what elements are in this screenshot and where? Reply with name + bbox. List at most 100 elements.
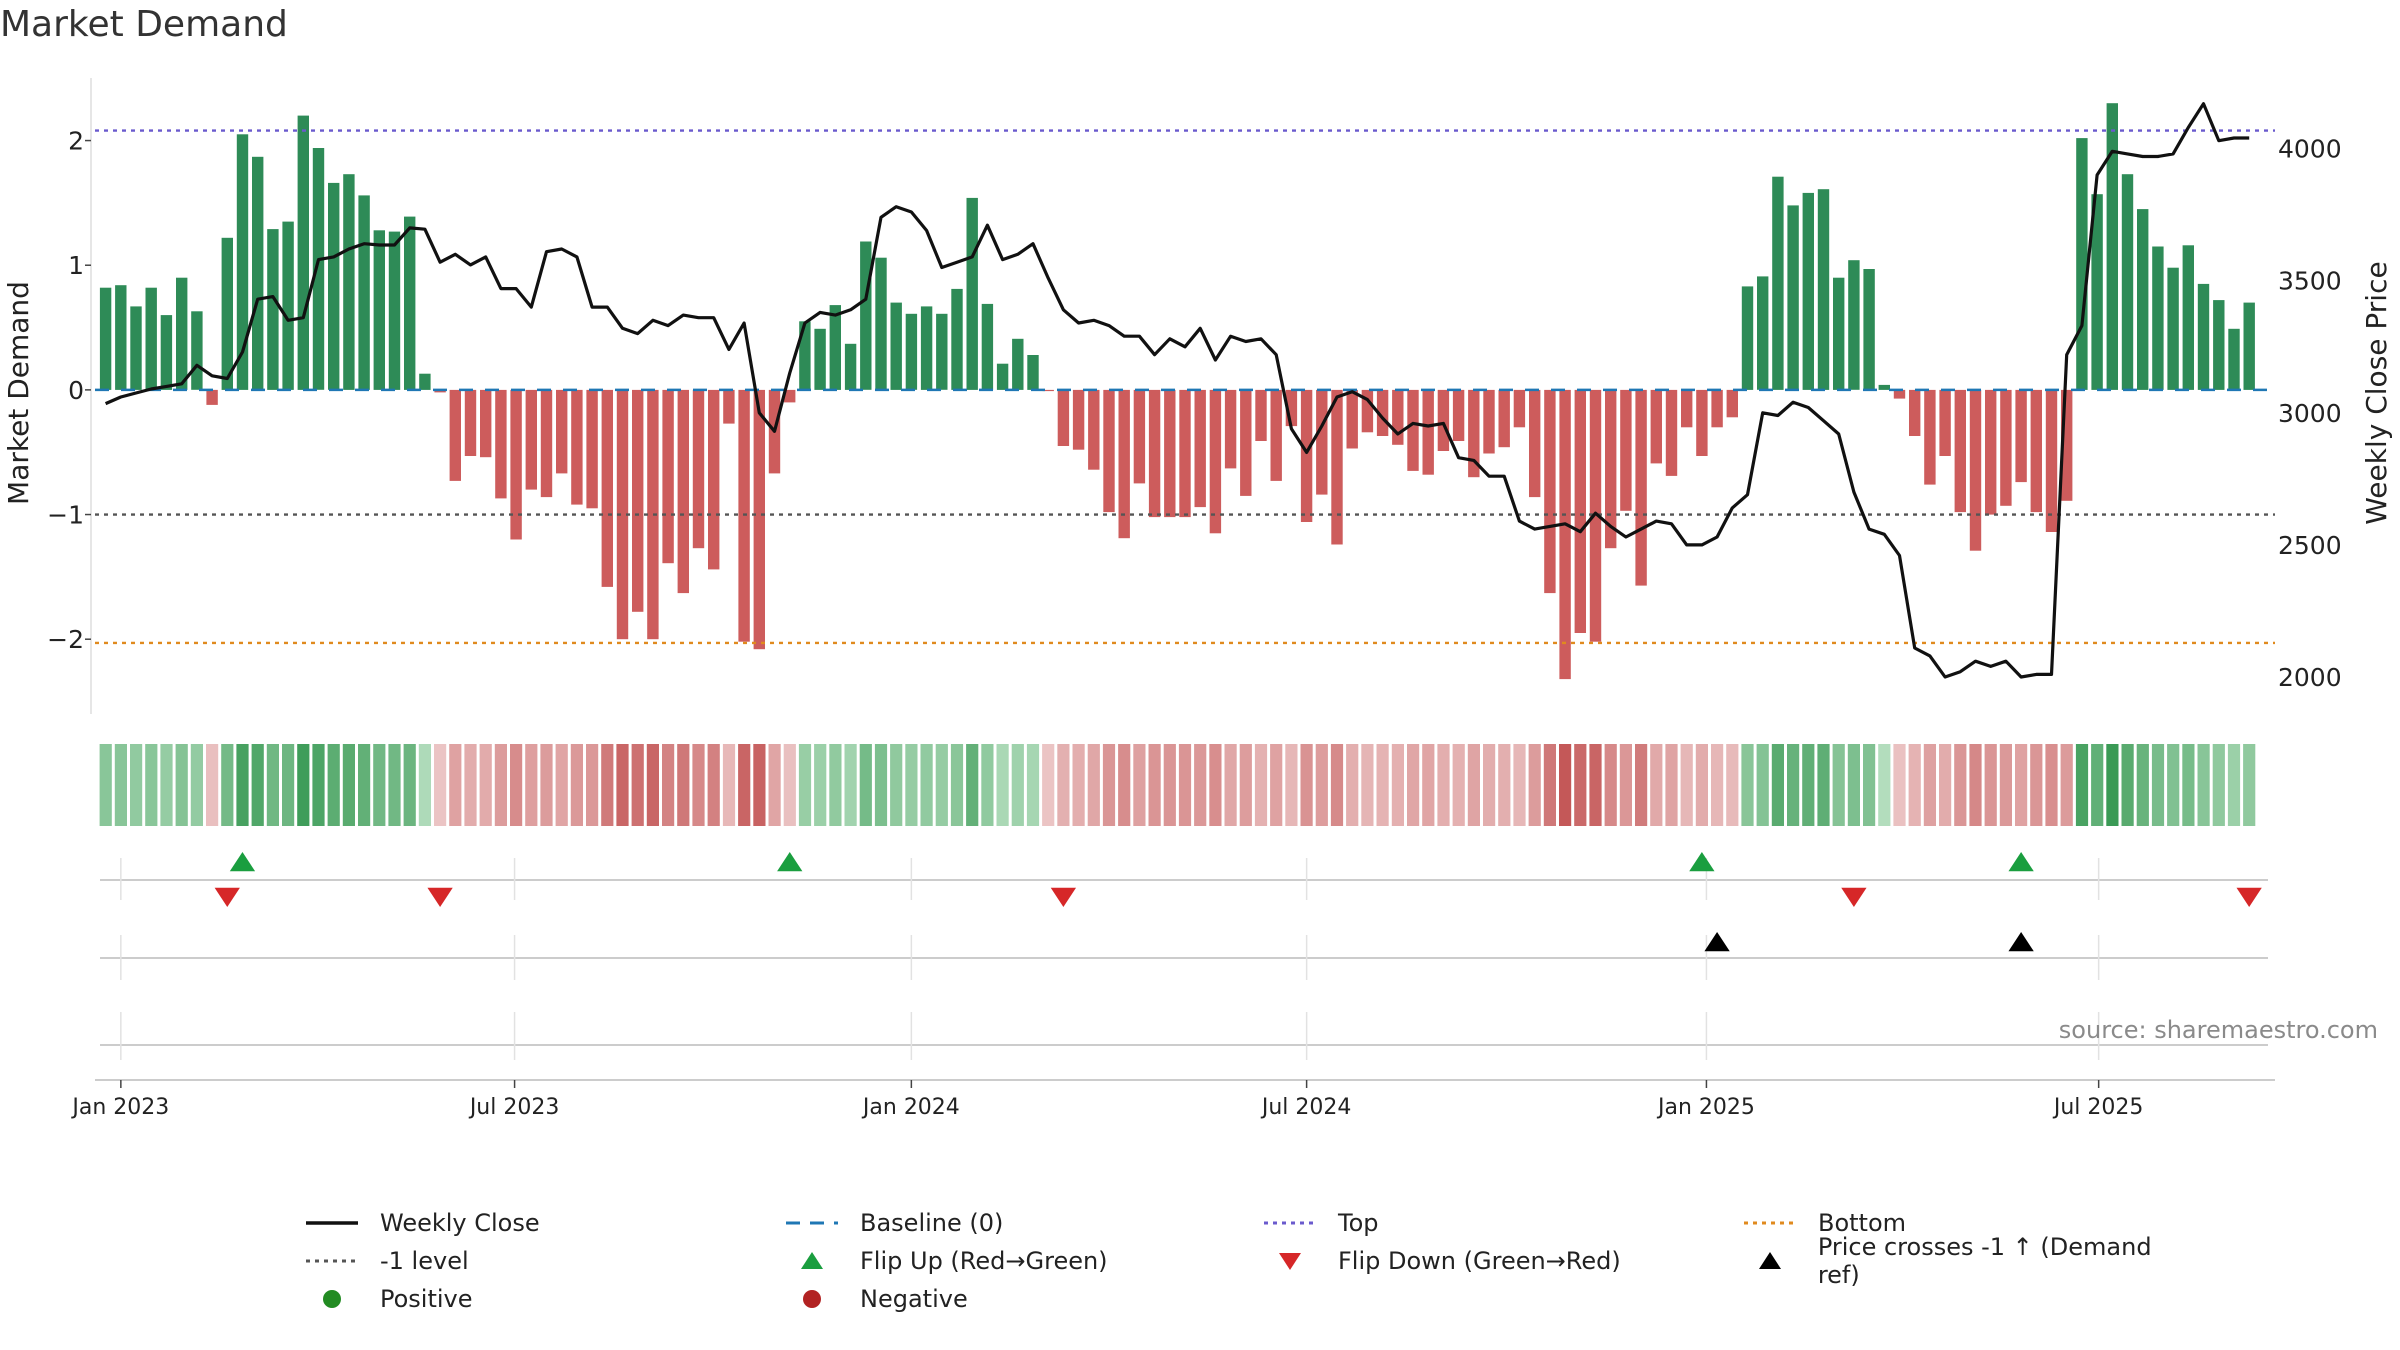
heat-cell [373, 744, 386, 826]
demand-bar [860, 241, 872, 390]
demand-bar [1483, 389, 1495, 454]
heat-cell [1270, 744, 1283, 826]
heat-cell [2091, 744, 2104, 826]
demand-bar [1833, 277, 1845, 390]
heat-cell [1118, 744, 1131, 826]
x-tick-label: Jan 2025 [1656, 1095, 1755, 1120]
demand-bar [2015, 389, 2027, 483]
heat-cell [2015, 744, 2028, 826]
demand-bar [616, 389, 629, 640]
demand-bar [1361, 389, 1374, 433]
demand-bar [814, 328, 826, 390]
heat-cell [1513, 744, 1526, 826]
heat-cell [753, 744, 766, 826]
y-tick-label: 0 [68, 376, 84, 405]
demand-bar [1969, 389, 1982, 551]
y-tick-label: −2 [47, 625, 84, 654]
demand-bar [176, 277, 188, 390]
heat-cell [1832, 744, 1845, 826]
legend-label: Flip Up (Red→Green) [860, 1247, 1108, 1275]
heat-cell [1954, 744, 1967, 826]
y-tick-label: −1 [47, 501, 84, 530]
demand-bar [1711, 389, 1723, 428]
demand-bar [1118, 389, 1130, 539]
heat-cell [540, 744, 553, 826]
legend-label: Flip Down (Green→Red) [1338, 1247, 1621, 1275]
heat-cell [99, 744, 112, 826]
weekly-close-series [104, 102, 2250, 679]
demand-bar [1757, 276, 1769, 390]
heat-cell [707, 744, 720, 826]
demand-bar [1224, 389, 1237, 469]
heat-cell [1619, 744, 1632, 826]
demand-bar [145, 287, 157, 390]
heat-cell [1939, 744, 1952, 826]
demand-bar [2091, 194, 2103, 390]
demand-bar [236, 134, 249, 390]
heat-cell [1315, 744, 1328, 826]
legend-label: Negative [860, 1285, 968, 1313]
demand-bar [1437, 389, 1450, 451]
demand-bar [1985, 389, 1997, 515]
heat-cell [1847, 744, 1860, 826]
demand-bar [1331, 389, 1343, 545]
heat-cell [1771, 744, 1784, 826]
demand-bar [510, 389, 522, 540]
demand-bar [1650, 389, 1662, 464]
heat-cell [996, 744, 1009, 826]
demand-bar [1209, 389, 1222, 534]
y2-tick-label: 2500 [2278, 531, 2342, 560]
flip-down-marker [1841, 887, 1867, 907]
heat-cell [616, 744, 629, 826]
heat-cell [1635, 744, 1648, 826]
heat-cell [2075, 744, 2089, 826]
heat-cell [1802, 744, 1815, 826]
y-axis-label: Market Demand [2, 281, 35, 505]
heat-cell [1574, 744, 1587, 826]
y2-axis-label: Weekly Close Price [2360, 261, 2393, 524]
heat-cell [1528, 744, 1541, 826]
x-tick-label: Jan 2023 [70, 1095, 169, 1120]
legend-item: Negative [780, 1281, 968, 1317]
legend-item: Flip Up (Red→Green) [780, 1243, 1108, 1279]
demand-bar [1498, 389, 1510, 448]
heat-cell [1361, 744, 1374, 826]
heat-cell [905, 744, 918, 826]
demand-bar [1072, 389, 1085, 450]
demand-bar [221, 237, 233, 390]
demand-bar [738, 389, 750, 642]
legend-symbol-icon [1744, 1221, 1796, 1225]
heat-cell [1239, 744, 1252, 826]
heat-cell [798, 744, 812, 826]
demand-bar [206, 389, 218, 405]
flip-up-marker [2008, 852, 2034, 872]
demand-bar [753, 389, 765, 650]
demand-bar [1452, 389, 1465, 441]
heat-cell [1559, 744, 1572, 826]
demand-bar [1285, 389, 1298, 427]
demand-bar [1802, 192, 1814, 390]
heat-cell [981, 744, 994, 826]
demand-bar [1422, 389, 1434, 475]
flip-down-marker [214, 887, 240, 907]
event-markers [214, 852, 2262, 952]
demand-bar [1848, 260, 1860, 390]
y-tick-label: 2 [68, 127, 84, 156]
demand-bar [252, 156, 264, 390]
heat-cell [783, 744, 796, 826]
demand-bar [358, 195, 370, 390]
y2-tick-label: 3000 [2278, 399, 2342, 428]
x-tick-label: Jul 2023 [468, 1095, 560, 1120]
legend-item: Positive [300, 1281, 473, 1317]
heat-cell [2197, 744, 2210, 826]
heat-cell [1209, 744, 1222, 826]
demand-bar [647, 389, 659, 640]
x-tick-label: Jan 2024 [861, 1095, 960, 1120]
demand-bar [1559, 389, 1571, 680]
demand-bar [191, 311, 203, 390]
demand-bar [160, 315, 173, 390]
bar-series [99, 103, 2255, 680]
demand-bar [1346, 389, 1358, 449]
legend-item: Flip Down (Green→Red) [1258, 1243, 1621, 1279]
legend-item: Baseline (0) [780, 1205, 1003, 1241]
